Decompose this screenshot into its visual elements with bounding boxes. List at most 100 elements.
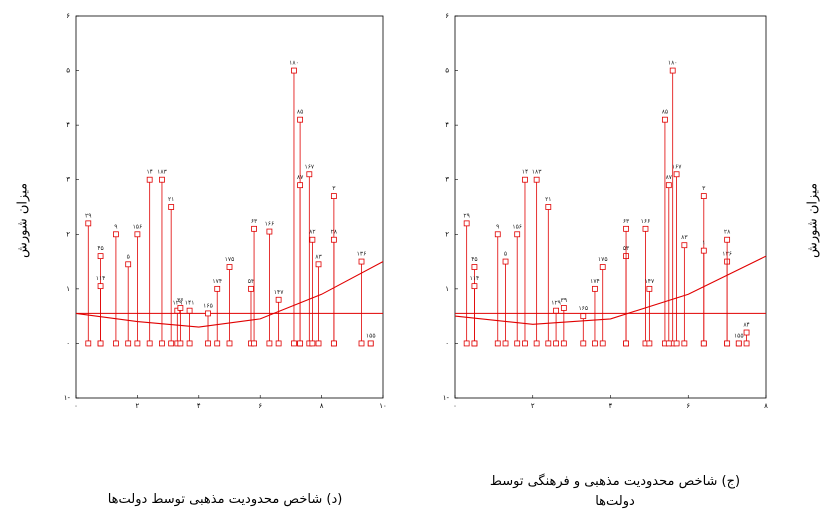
data-point <box>533 176 540 183</box>
data-label: ۱۸۰ <box>289 60 299 67</box>
data-label: ۳۶ <box>177 297 183 304</box>
data-point <box>159 176 165 183</box>
data-label: ۲۸ <box>331 229 338 236</box>
x-tick-label: ۲ <box>531 402 535 410</box>
data-point <box>592 285 598 292</box>
zero-marker <box>533 340 540 347</box>
zero-marker <box>205 340 211 347</box>
data-point <box>297 182 304 189</box>
data-label: ۸۲ <box>309 229 315 236</box>
data-label: ۸۳ <box>315 253 322 260</box>
data-label: ۲۹ <box>463 212 469 219</box>
data-point <box>177 305 184 311</box>
zero-marker <box>724 340 731 347</box>
y-tick-label: ۵ <box>445 67 449 75</box>
data-label: ۸۵ <box>297 109 303 116</box>
zero-marker <box>553 340 559 347</box>
data-point <box>97 253 104 260</box>
data-label: ۱۲۹ <box>172 300 182 307</box>
data-point <box>463 220 470 227</box>
data-label: ۱۴ <box>522 169 528 176</box>
x-tick-label: ۴ <box>609 402 613 410</box>
data-point <box>248 285 254 292</box>
y-tick-label: ۶ <box>445 12 449 20</box>
data-label: ۵ <box>504 251 507 258</box>
zero-marker <box>494 340 501 347</box>
data-label: ۱۶۷ <box>672 163 682 170</box>
data-point <box>251 225 257 232</box>
data-point <box>545 204 552 210</box>
data-point <box>266 228 273 235</box>
data-label: ۱۵۵ <box>366 332 376 339</box>
zero-marker <box>113 340 119 347</box>
caption-chart-d: (د) شاخص محدودیت مذهبی توسط دولت‌ها <box>107 492 343 507</box>
x-tick-label: ۰ <box>453 402 457 410</box>
data-label: ۲۱ <box>545 196 551 203</box>
data-point <box>560 305 567 311</box>
zero-marker <box>735 340 742 347</box>
data-label: ۱۵۶ <box>512 223 522 230</box>
data-point <box>673 171 680 178</box>
data-label: ۱۴۷ <box>274 289 284 296</box>
zero-marker <box>315 340 322 347</box>
y-tick-label: ۲ <box>445 230 449 238</box>
data-label: ۵ <box>127 253 130 260</box>
data-label: ۱۷۴ <box>212 278 222 285</box>
data-point <box>514 231 521 238</box>
x-tick-label: ۱۰ <box>379 402 387 410</box>
zero-marker <box>367 340 374 347</box>
zero-marker <box>125 340 132 347</box>
zero-marker <box>186 340 193 347</box>
y-tick-label: ۰ <box>66 339 70 347</box>
data-label: ۱۸۳ <box>532 169 542 176</box>
data-label: ۱ <box>702 240 705 247</box>
y-tick-label: ۱ <box>445 285 449 293</box>
zero-marker <box>463 340 470 347</box>
data-point <box>522 176 528 183</box>
zero-marker <box>358 340 365 347</box>
zero-marker <box>159 340 165 347</box>
plot-frame <box>454 15 767 399</box>
zero-marker <box>251 340 257 347</box>
data-point <box>646 285 653 292</box>
zero-marker <box>85 340 92 347</box>
data-label: ۱۶۵ <box>203 302 213 309</box>
data-point <box>125 261 132 268</box>
data-label: ۱۷۴ <box>590 278 600 285</box>
data-point <box>146 176 153 183</box>
fit-curve <box>454 255 767 325</box>
data-label: ۹ <box>496 223 499 230</box>
data-point <box>330 193 337 199</box>
data-point <box>275 296 282 303</box>
data-point <box>134 231 141 238</box>
zero-marker <box>623 340 629 347</box>
data-point <box>309 236 316 243</box>
data-point <box>113 231 119 238</box>
zero-marker <box>471 340 478 347</box>
x-tick-label: ۶ <box>258 402 262 410</box>
data-point <box>669 67 676 74</box>
data-point <box>85 220 92 227</box>
zero-marker <box>560 340 567 347</box>
zero-marker <box>177 340 184 347</box>
caption-chart-c: (ج) شاخص محدودیت مذهبی و فرهنگی توسط دول… <box>435 472 795 512</box>
data-label: ۱۵۶ <box>133 223 143 230</box>
zero-marker <box>646 340 653 347</box>
data-label: ۴۵ <box>97 245 103 252</box>
zero-marker <box>214 340 221 347</box>
data-point <box>291 67 297 74</box>
x-tick-label: ۸ <box>320 402 324 410</box>
zero-marker <box>502 340 509 347</box>
zero-marker <box>673 340 680 347</box>
data-point <box>665 182 672 189</box>
zero-marker <box>330 340 337 347</box>
x-tick-label: ۲ <box>136 402 140 410</box>
data-label: ۱۷۵ <box>225 256 235 263</box>
zero-marker <box>592 340 598 347</box>
x-tick-label: ۶ <box>686 402 690 410</box>
data-point <box>186 307 193 314</box>
data-point <box>97 283 104 290</box>
caption-chart-c-line2: دولت‌ها <box>595 494 635 509</box>
y-tick-label: ۴ <box>445 121 449 129</box>
